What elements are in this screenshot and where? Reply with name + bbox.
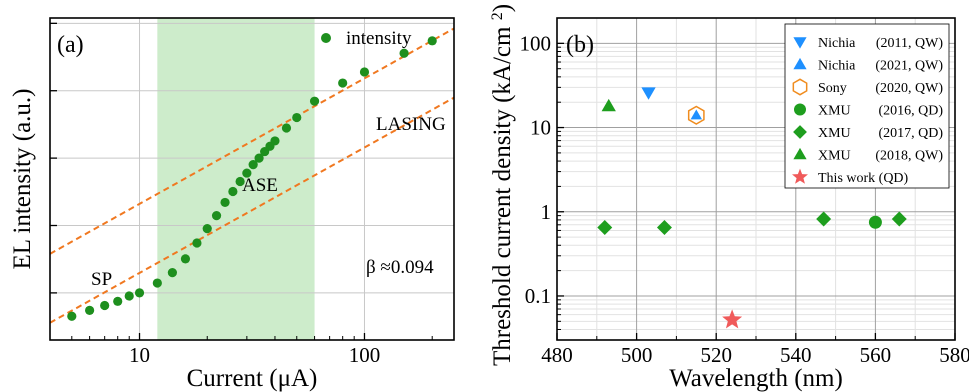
y-axis-label-b-rest: ) <box>489 4 516 12</box>
data-point-diamond <box>816 211 832 227</box>
data-point <box>167 268 177 278</box>
legend-label: XMU <box>818 149 851 164</box>
legend-note: (2021, QW) <box>875 59 943 74</box>
legend-marker <box>793 37 807 49</box>
data-point <box>235 176 245 187</box>
x-tick-label: 480 <box>541 343 573 367</box>
data-point <box>124 291 134 301</box>
legend-note: (2011, QW) <box>876 36 943 51</box>
legend-marker <box>793 125 807 139</box>
legend-label: XMU <box>818 126 851 141</box>
legend-note: (2018, QW) <box>875 149 943 164</box>
legend-label: Nichia <box>818 59 856 74</box>
legend-marker <box>792 168 808 184</box>
legend-marker <box>792 78 808 96</box>
data-point <box>254 153 264 163</box>
data-point <box>192 238 202 248</box>
y-tick-label: 1 <box>541 200 552 224</box>
x-axis-label-a: Current (μA) <box>187 365 318 392</box>
intensity-points <box>67 36 437 321</box>
data-point <box>211 211 222 221</box>
threshold-points <box>597 87 907 329</box>
annotation-beta: β ≈0.094 <box>366 257 434 278</box>
data-point-diamond <box>597 220 613 235</box>
legend-note: (2017, QD) <box>878 126 943 141</box>
x-tick-label: 500 <box>621 343 653 367</box>
data-point <box>85 305 95 315</box>
legend-note: (2020, QW) <box>875 81 943 96</box>
legend-b-box <box>784 23 950 189</box>
annotation-sp: SP <box>91 269 112 290</box>
data-point-triangle-down <box>641 87 656 100</box>
data-point <box>134 288 145 298</box>
data-point <box>292 112 302 123</box>
legend-marker <box>793 147 807 160</box>
x-tick-label: 560 <box>860 343 892 367</box>
chart-a: 10 100 (a) intensity SP ASE LASING β ≈0.0… <box>9 17 455 392</box>
data-point-hexagon-open <box>687 105 705 125</box>
data-point <box>228 186 238 197</box>
data-point <box>113 296 123 306</box>
plot-b-grid <box>556 17 956 341</box>
y-tick-label: 100 <box>520 31 552 55</box>
data-point-star <box>722 309 743 329</box>
plot-b-ticks: 480 500 520 540 560 580 0.1 1 10 100 <box>520 17 969 367</box>
x-tick-label: 100 <box>349 343 381 367</box>
data-point <box>359 67 370 77</box>
data-point <box>281 123 292 133</box>
panel-label-a: (a) <box>57 32 84 58</box>
legend-b: Nichia (2011, QW) Nichia (2021, QW) Sony (202… <box>784 23 950 189</box>
legend-label: Sony <box>818 81 847 96</box>
data-point <box>248 160 258 170</box>
legend-label: Nichia <box>818 36 856 51</box>
y-axis-label-a: EL intensity (a.u.) <box>9 89 36 270</box>
plot-a-grid <box>50 18 454 340</box>
data-point <box>180 254 191 264</box>
x-tick-label: 520 <box>700 343 732 367</box>
chart-b: 480 500 520 540 560 580 0.1 1 10 100 (b) Nichia (2… <box>489 4 969 392</box>
x-tick-label: 540 <box>780 343 812 367</box>
y-axis-label-b-text: Threshold current density (kA/cm <box>489 26 516 366</box>
data-point <box>100 300 110 311</box>
y-tick-label: 0.1 <box>525 284 551 308</box>
fit-lines <box>49 27 455 324</box>
legend-marker <box>793 57 807 70</box>
data-point <box>427 36 437 46</box>
data-point <box>67 311 77 321</box>
data-point <box>202 223 212 234</box>
y-axis-label-b: Threshold current density (kA/cm 2) <box>489 4 517 366</box>
y-axis-label-b-sup: 2 <box>489 12 506 20</box>
data-point <box>270 136 280 146</box>
annotation-lasing: LASING <box>376 114 446 135</box>
data-point-triangle-up <box>601 98 616 112</box>
panel-label-b: (b) <box>566 32 594 58</box>
fit-line <box>49 96 455 324</box>
data-point-diamond <box>656 220 672 235</box>
data-point-triangle-up <box>690 109 703 120</box>
data-point <box>338 78 348 88</box>
annotation-ase: ASE <box>242 175 278 196</box>
data-point <box>242 168 252 178</box>
plot-a-ticks: 10 100 <box>49 22 433 367</box>
data-point <box>399 48 409 58</box>
data-point-circle <box>868 215 882 229</box>
ase-shaded-region <box>157 18 315 340</box>
data-point-diamond <box>891 211 907 227</box>
legend-marker-intensity <box>321 33 331 43</box>
legend-label-intensity: intensity <box>346 28 412 49</box>
legend-label: This work (QD) <box>818 171 909 186</box>
x-tick-label: 580 <box>939 343 969 367</box>
x-tick-label: 10 <box>129 343 150 367</box>
legend-marker <box>794 103 806 116</box>
fit-line <box>49 27 455 255</box>
data-point <box>152 278 162 288</box>
plot-a-frame <box>49 17 455 341</box>
x-axis-label-b: Wavelength (nm) <box>669 365 843 392</box>
legend-note: (2016, QD) <box>878 104 943 119</box>
data-point <box>309 96 320 106</box>
legend-label: XMU <box>818 104 851 119</box>
y-tick-label: 10 <box>530 116 551 140</box>
data-point <box>220 197 230 208</box>
